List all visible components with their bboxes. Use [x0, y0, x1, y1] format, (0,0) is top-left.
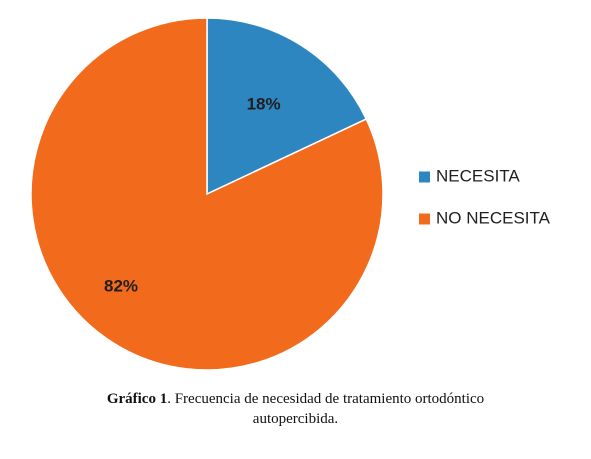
pie-chart: 18% 82% NECESITA NO NECESITA — [30, 17, 551, 371]
pie-slice-no-necesita — [30, 17, 384, 371]
legend-swatch-necesita — [419, 171, 430, 183]
chart-legend: NECESITA NO NECESITA — [419, 166, 551, 227]
figure-caption: Gráfico 1. Frecuencia de necesidad de tr… — [0, 389, 591, 429]
caption-figure-number: Gráfico 1 — [106, 391, 168, 407]
legend-label-no-necesita: NO NECESITA — [436, 208, 551, 227]
pie-slice-labels: 18% 82% — [104, 94, 281, 295]
slice-label-necesita: 18% — [247, 94, 281, 113]
legend-label-necesita: NECESITA — [436, 166, 520, 185]
slice-label-no-necesita: 82% — [104, 277, 138, 296]
caption-text: . Frecuencia de necesidad de tratamiento… — [167, 391, 485, 407]
pie-slices — [30, 17, 384, 371]
legend-swatch-no-necesita — [419, 213, 430, 225]
caption-text-line2: autopercibida. — [252, 411, 339, 427]
pie-slice-necesita — [206, 17, 368, 196]
